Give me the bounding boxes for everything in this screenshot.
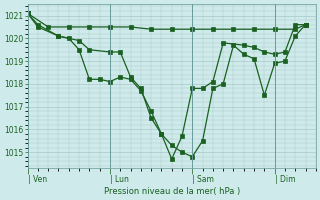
X-axis label: Pression niveau de la mer( hPa ): Pression niveau de la mer( hPa ) xyxy=(104,187,240,196)
